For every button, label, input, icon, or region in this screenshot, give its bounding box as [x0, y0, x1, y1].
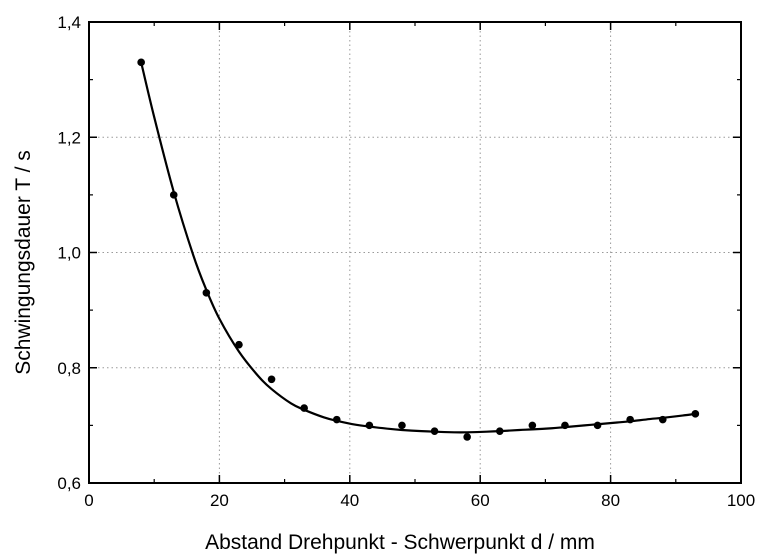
y-tick-label: 1,2	[57, 128, 81, 147]
data-point	[332, 415, 341, 424]
y-tick-label: 1,4	[57, 13, 81, 32]
data-point	[495, 427, 504, 435]
fit-curve	[140, 62, 696, 434]
x-axis-title: Abstand Drehpunkt - Schwerpunkt d / mm	[205, 531, 595, 554]
data-point	[691, 410, 700, 418]
tick-labels: 0 20 40 60 80 100 0,6 0,8 1,0 1,2 1,4	[57, 13, 755, 510]
data-point	[398, 421, 406, 430]
data-point	[365, 421, 374, 430]
y-axis-title: Schwingungsdauer T / s	[12, 150, 35, 375]
data-point	[430, 427, 439, 435]
data-point	[626, 415, 634, 424]
y-tick-label: 0,8	[57, 359, 81, 378]
data-point	[463, 433, 471, 441]
data-point	[137, 58, 145, 67]
x-tick-label: 0	[84, 491, 93, 510]
y-tick-label: 1,0	[57, 244, 81, 263]
fit-curve-layer	[140, 62, 696, 434]
x-tick-label: 20	[210, 491, 229, 510]
y-tick-label: 0,6	[57, 474, 81, 493]
x-tick-label: 100	[727, 491, 755, 510]
x-tick-label: 80	[601, 491, 620, 510]
data-points-layer	[137, 58, 700, 441]
data-point	[561, 421, 569, 430]
data-point	[169, 191, 178, 199]
data-point	[658, 415, 667, 424]
data-point	[528, 421, 537, 430]
data-point	[267, 375, 276, 384]
data-point	[300, 404, 308, 412]
data-point	[202, 289, 211, 297]
data-point	[593, 421, 602, 430]
x-tick-label: 40	[340, 491, 359, 510]
grid	[89, 22, 741, 483]
x-tick-label: 60	[471, 491, 490, 510]
axis-ticks	[88, 21, 742, 484]
data-point	[235, 340, 243, 349]
